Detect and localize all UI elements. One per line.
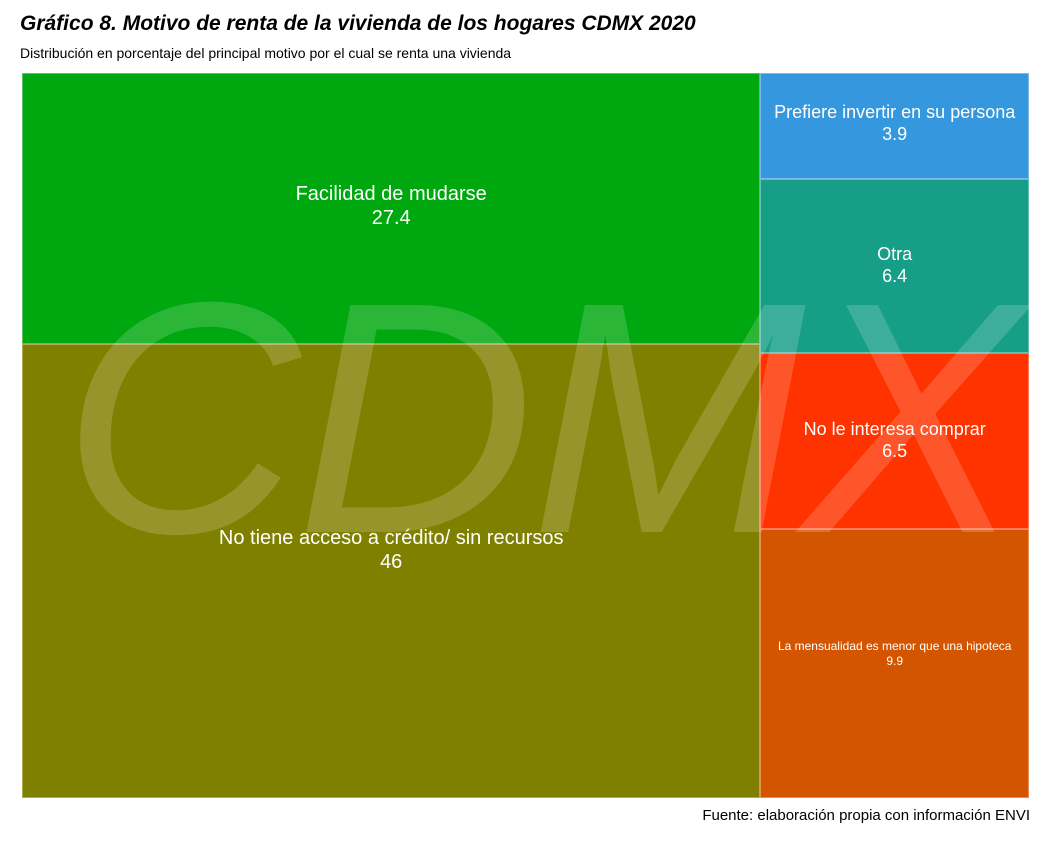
treemap-tile: La mensualidad es menor que una hipoteca…: [760, 529, 1029, 798]
tile-label: Facilidad de mudarse: [295, 183, 487, 206]
chart-caption: Fuente: elaboración propia con informaci…: [702, 807, 1030, 824]
chart-subtitle: Distribución en porcentaje del principal…: [20, 45, 512, 61]
tile-value: 3.9: [882, 123, 908, 144]
treemap-tile: Facilidad de mudarse 27.4: [22, 73, 761, 344]
tile-label: Prefiere invertir en su persona: [774, 102, 1016, 122]
chart-title: Gráfico 8. Motivo de renta de la viviend…: [20, 12, 696, 35]
treemap-tile: Prefiere invertir en su persona 3.9: [760, 73, 1029, 179]
treemap-tile: Otra 6.4: [760, 178, 1029, 353]
tile-label: La mensualidad es menor que una hipoteca: [777, 639, 1012, 654]
tile-value: 27.4: [371, 207, 411, 230]
tile-label: No le interesa comprar: [803, 419, 986, 440]
tile-label: No tiene acceso a crédito/ sin recursos: [218, 527, 564, 550]
tile-label: Otra: [877, 244, 913, 265]
treemap-tile: No le interesa comprar 6.5: [760, 352, 1029, 530]
treemap-plot: Facilidad de mudarse 27.4 No tiene acceso …: [22, 73, 1029, 798]
tile-value: 46: [380, 551, 403, 574]
tile-value: 6.5: [882, 440, 908, 461]
tile-value: 6.4: [882, 265, 908, 286]
tile-value: 9.9: [886, 653, 904, 668]
treemap-tile: No tiene acceso a crédito/ sin recursos 4…: [22, 343, 761, 798]
